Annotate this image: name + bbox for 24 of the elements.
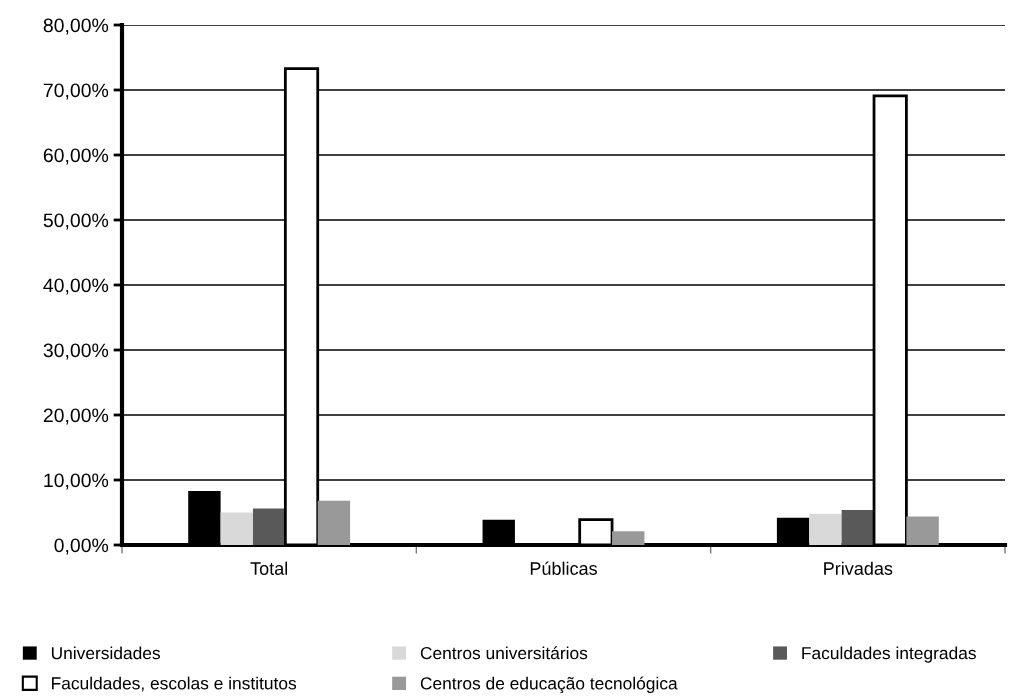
bar [220, 512, 253, 545]
bar [809, 513, 842, 545]
y-tick-label: 40,00% [43, 278, 109, 295]
legend-label: Centros de educação tecnológica [420, 676, 678, 694]
bar [317, 500, 351, 545]
y-tick-label: 70,00% [43, 83, 109, 100]
y-tick-label: 80,00% [43, 18, 109, 35]
y-tick-label: 20,00% [43, 408, 109, 425]
y-tick-label: 50,00% [43, 213, 109, 230]
bar [612, 531, 645, 545]
bar [841, 509, 875, 545]
x-tick-label: Privadas [824, 561, 893, 575]
x-tick-label: Públicas [530, 561, 597, 575]
x-tick-label: Total [250, 561, 288, 575]
y-tick-label: 0,00% [54, 538, 109, 555]
y-tick-label: 30,00% [43, 343, 109, 360]
bar [252, 508, 286, 545]
y-tick-label: 60,00% [43, 148, 109, 165]
legend-label: Faculdades integradas [802, 646, 976, 663]
legend-label: Universidades [51, 646, 160, 660]
legend-label: Centros universitários [420, 646, 588, 660]
bar [906, 516, 939, 545]
y-tick-label: 10,00% [44, 473, 109, 490]
legend-label: Faculdades, escolas e institutos [52, 676, 297, 692]
